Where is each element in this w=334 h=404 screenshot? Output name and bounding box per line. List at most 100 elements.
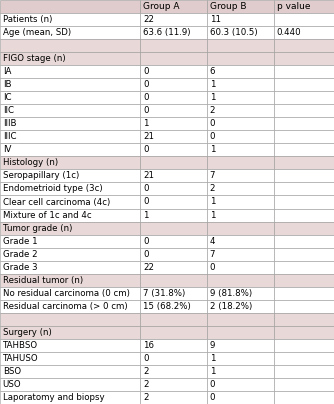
Text: 2: 2	[143, 393, 148, 402]
Text: 0: 0	[143, 93, 148, 102]
Text: 11: 11	[210, 15, 221, 24]
Bar	[140, 0, 207, 13]
Text: No residual carcinoma (0 cm): No residual carcinoma (0 cm)	[3, 289, 130, 298]
Text: Grade 1: Grade 1	[3, 237, 37, 246]
Text: 1: 1	[210, 80, 215, 89]
Bar	[207, 143, 274, 156]
Text: BSO: BSO	[3, 367, 21, 376]
Bar	[140, 65, 207, 78]
Bar	[140, 287, 207, 300]
Bar	[207, 117, 274, 130]
Bar	[0, 235, 140, 248]
Bar	[140, 235, 207, 248]
Text: 1: 1	[210, 93, 215, 102]
Text: 22: 22	[143, 263, 154, 271]
Bar	[207, 169, 274, 183]
Bar	[207, 78, 274, 91]
Bar	[140, 339, 207, 352]
Text: 2: 2	[143, 380, 148, 389]
Bar	[0, 117, 140, 130]
Bar	[207, 274, 274, 287]
Bar	[274, 365, 334, 378]
Text: TAHBSO: TAHBSO	[3, 341, 38, 350]
Bar	[140, 208, 207, 221]
Bar	[274, 300, 334, 313]
Text: 0: 0	[143, 198, 148, 206]
Bar	[274, 196, 334, 208]
Bar	[140, 169, 207, 183]
Text: Patients (n): Patients (n)	[3, 15, 52, 24]
Bar	[207, 391, 274, 404]
Bar	[140, 13, 207, 26]
Bar	[274, 248, 334, 261]
Bar	[207, 352, 274, 365]
Bar	[207, 261, 274, 274]
Text: Residual carcinoma (> 0 cm): Residual carcinoma (> 0 cm)	[3, 302, 127, 311]
Bar	[274, 130, 334, 143]
Bar	[207, 104, 274, 117]
Bar	[0, 104, 140, 117]
Text: 0: 0	[143, 106, 148, 115]
Text: IC: IC	[3, 93, 11, 102]
Text: Tumor grade (n): Tumor grade (n)	[3, 223, 72, 233]
Bar	[274, 169, 334, 183]
Text: 0: 0	[210, 380, 215, 389]
Bar	[274, 326, 334, 339]
Bar	[140, 39, 207, 52]
Bar	[0, 274, 140, 287]
Text: Residual tumor (n): Residual tumor (n)	[3, 276, 83, 285]
Text: Histology (n): Histology (n)	[3, 158, 58, 167]
Bar	[0, 65, 140, 78]
Bar	[0, 169, 140, 183]
Bar	[274, 274, 334, 287]
Text: 16: 16	[143, 341, 154, 350]
Text: 0: 0	[210, 393, 215, 402]
Bar	[207, 313, 274, 326]
Bar	[274, 65, 334, 78]
Bar	[140, 117, 207, 130]
Bar	[207, 91, 274, 104]
Text: 0: 0	[143, 237, 148, 246]
Bar	[140, 261, 207, 274]
Text: 2 (18.2%): 2 (18.2%)	[210, 302, 252, 311]
Bar	[207, 248, 274, 261]
Text: IIIB: IIIB	[3, 119, 16, 128]
Bar	[140, 378, 207, 391]
Bar	[0, 91, 140, 104]
Bar	[140, 91, 207, 104]
Bar	[274, 0, 334, 13]
Bar	[0, 13, 140, 26]
Bar	[140, 274, 207, 287]
Text: 0: 0	[143, 145, 148, 154]
Bar	[0, 78, 140, 91]
Text: 0: 0	[143, 250, 148, 259]
Bar	[0, 39, 140, 52]
Bar	[140, 365, 207, 378]
Bar	[140, 352, 207, 365]
Text: 9: 9	[210, 341, 215, 350]
Text: Group B: Group B	[210, 2, 246, 11]
Bar	[207, 39, 274, 52]
Bar	[207, 156, 274, 169]
Text: 2: 2	[210, 185, 215, 194]
Bar	[274, 143, 334, 156]
Bar	[274, 235, 334, 248]
Bar	[0, 156, 140, 169]
Text: 21: 21	[143, 171, 154, 181]
Text: FIGO stage (n): FIGO stage (n)	[3, 54, 65, 63]
Text: 7 (31.8%): 7 (31.8%)	[143, 289, 185, 298]
Bar	[274, 156, 334, 169]
Text: 0: 0	[143, 354, 148, 363]
Text: 15 (68.2%): 15 (68.2%)	[143, 302, 191, 311]
Bar	[140, 391, 207, 404]
Bar	[274, 208, 334, 221]
Bar	[140, 104, 207, 117]
Text: 2: 2	[210, 106, 215, 115]
Bar	[274, 117, 334, 130]
Text: 22: 22	[143, 15, 154, 24]
Text: IV: IV	[3, 145, 11, 154]
Text: p value: p value	[277, 2, 310, 11]
Text: Group A: Group A	[143, 2, 179, 11]
Text: 21: 21	[143, 133, 154, 141]
Text: 0: 0	[210, 119, 215, 128]
